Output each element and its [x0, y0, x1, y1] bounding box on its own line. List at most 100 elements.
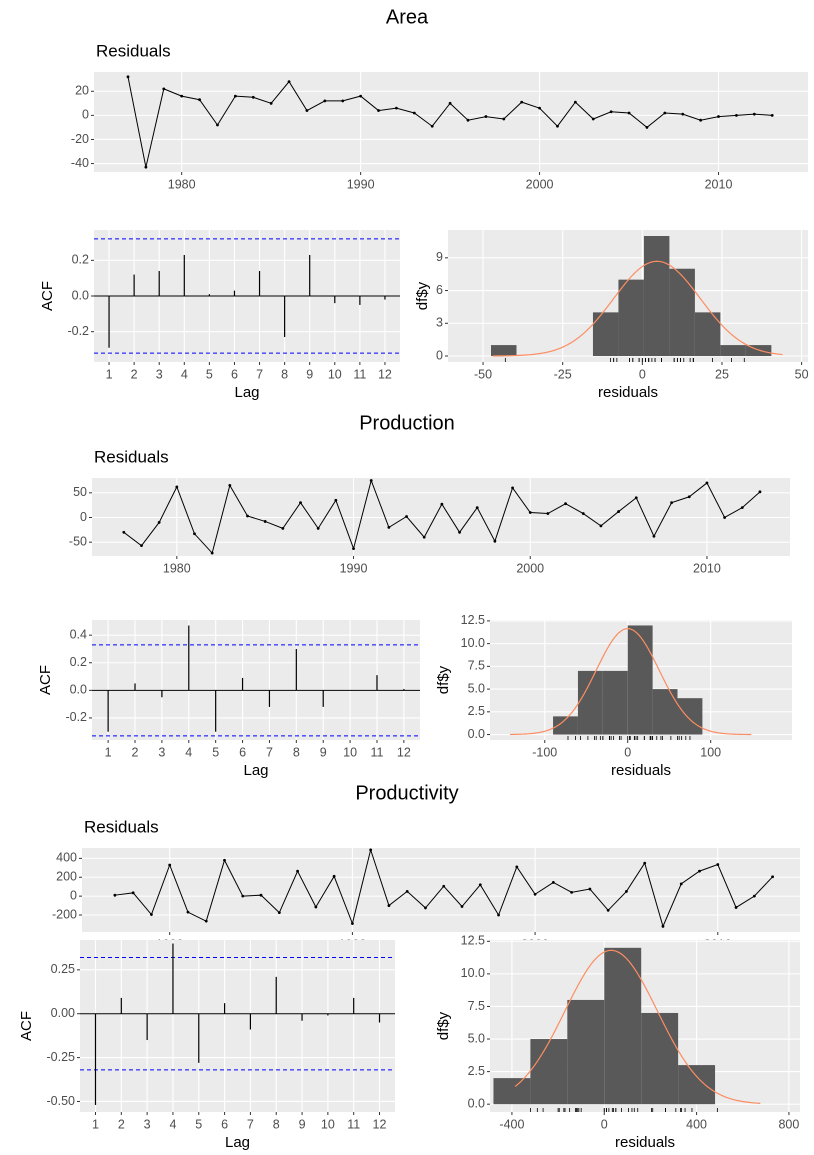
residual-point [113, 893, 117, 897]
y-tick-label: 0.2 [72, 253, 89, 267]
panel-title: Residuals [84, 817, 159, 836]
residual-point [198, 98, 201, 102]
x-tick-label: 5 [206, 367, 213, 381]
y-tick-label: 12.5 [461, 934, 485, 948]
residual-point [551, 881, 555, 884]
y-tick-label: 400 [56, 851, 77, 865]
residual-point [699, 118, 703, 122]
y-tick-label: 0.4 [70, 627, 87, 641]
residual-point [424, 906, 427, 910]
x-tick-label: 0 [624, 745, 631, 759]
x-tick-label: 6 [231, 367, 238, 381]
residual-point [281, 526, 285, 530]
residual-point [405, 890, 409, 893]
residual-point [442, 884, 446, 888]
residual-point [599, 524, 603, 528]
residual-point [228, 484, 232, 487]
residual-point [705, 481, 709, 485]
residual-point [150, 913, 153, 916]
residual-point [168, 863, 172, 867]
residual-point [679, 882, 683, 886]
y-tick-label: 2.5 [468, 704, 485, 718]
x-tick-label: 3 [144, 1117, 151, 1131]
y-tick-label: -0.2 [65, 710, 87, 724]
residual-point [627, 111, 631, 115]
y-tick-label: -0.50 [47, 1094, 76, 1108]
y-tick-label: -0.2 [67, 324, 89, 338]
residual-point [233, 94, 237, 98]
x-axis-title: residuals [611, 762, 671, 779]
panel [80, 940, 395, 1112]
residual-point [316, 526, 320, 530]
histogram-bar [627, 625, 653, 735]
residual-point [193, 532, 196, 536]
x-tick-label: -50 [474, 367, 492, 381]
x-tick-label: 11 [353, 367, 366, 381]
normal-curve [492, 260, 783, 357]
y-tick-label: 0.00 [51, 1006, 75, 1020]
residual-point [573, 100, 577, 104]
residual-point [210, 551, 214, 555]
x-tick-label: 9 [306, 367, 313, 381]
y-tick-label: 5.0 [468, 1031, 485, 1045]
x-tick-label: 100 [700, 745, 721, 759]
x-tick-label: 50 [795, 367, 809, 381]
y-axis-title: ACF [39, 281, 56, 311]
y-tick-label: -20 [71, 132, 89, 146]
panel-title: Residuals [96, 41, 171, 60]
residual-point [484, 115, 488, 118]
residual-point [204, 919, 208, 923]
x-tick-label: 1980 [168, 177, 196, 191]
y-axis-title: df$y [414, 281, 431, 310]
x-tick-label: 12 [397, 745, 411, 759]
residual-point [515, 865, 519, 869]
residual-point [475, 506, 479, 510]
residual-point [497, 913, 500, 917]
histogram-bar [643, 236, 670, 356]
x-tick-label: 8 [293, 745, 300, 759]
residual-point [698, 869, 701, 873]
x-tick-label: 1980 [163, 561, 191, 575]
residual-point [681, 112, 685, 116]
x-tick-label: 25 [715, 367, 729, 381]
residual-point [617, 510, 620, 513]
x-axis-title: residuals [598, 384, 658, 401]
y-tick-label: 50 [73, 485, 87, 499]
x-tick-label: -25 [554, 367, 572, 381]
x-tick-label: 11 [347, 1117, 360, 1131]
residual-point [395, 106, 398, 110]
section-heading: Production [359, 412, 455, 434]
y-tick-label: -0.25 [47, 1050, 76, 1064]
histogram-bar [641, 1012, 679, 1105]
residual-point [305, 109, 309, 112]
x-tick-label: 1 [105, 745, 112, 759]
residual-point [556, 124, 559, 128]
residual-point [591, 117, 595, 121]
y-tick-label: 0 [82, 108, 89, 122]
y-tick-label: 0.25 [51, 962, 75, 976]
x-tick-label: 4 [169, 1117, 176, 1131]
histogram-bar [553, 716, 578, 735]
residual-point [263, 520, 267, 523]
y-tick-label: -50 [69, 534, 87, 548]
residual-point [422, 535, 426, 539]
histogram-bar [493, 1078, 531, 1105]
residual-point [538, 106, 541, 110]
residual-point [440, 502, 444, 506]
x-tick-label: 4 [185, 745, 192, 759]
x-tick-label: 2010 [693, 561, 721, 575]
residual-point [502, 117, 506, 121]
residual-point [430, 124, 434, 128]
residual-point [634, 496, 638, 500]
residual-point [752, 112, 756, 116]
residual-point [246, 514, 249, 518]
x-tick-label: 9 [320, 745, 327, 759]
y-tick-label: 0 [80, 510, 87, 524]
panel [92, 620, 420, 740]
residual-point [564, 502, 567, 506]
y-tick-label: 10.0 [461, 636, 485, 650]
x-tick-label: 3 [158, 745, 165, 759]
normal-curve [514, 949, 761, 1104]
x-tick-label: 400 [686, 1117, 707, 1131]
residual-point [334, 498, 338, 502]
